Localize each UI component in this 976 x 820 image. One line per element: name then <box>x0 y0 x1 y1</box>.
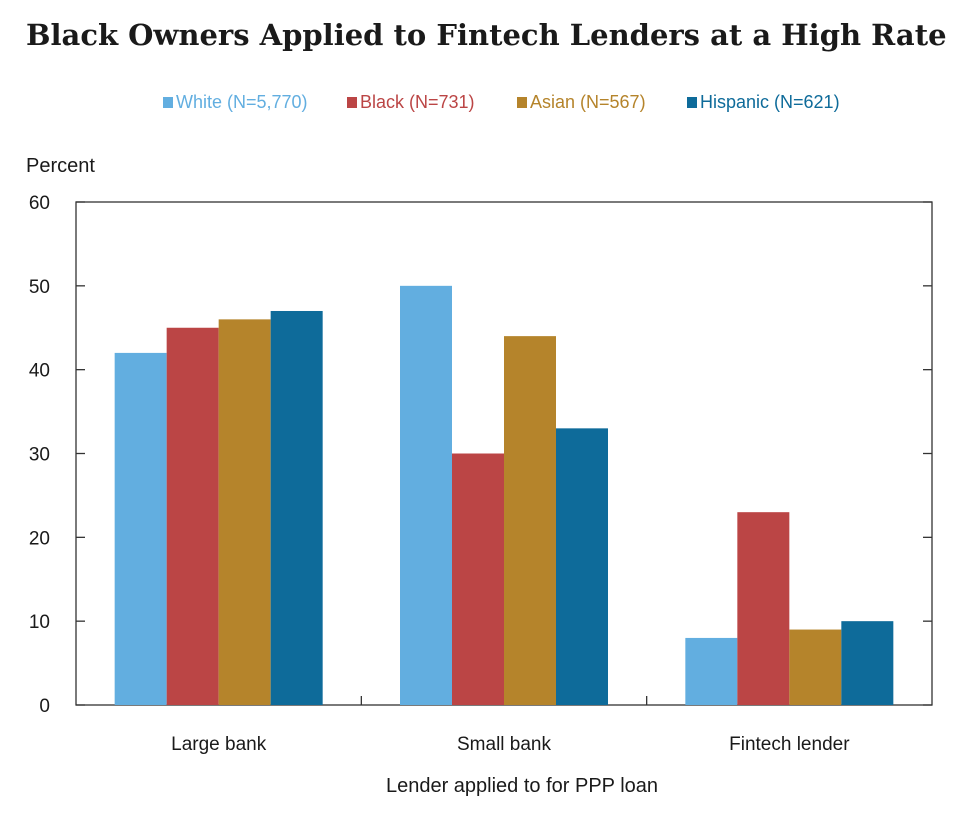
y-tick-label: 20 <box>29 528 50 549</box>
legend: White (N=5,770) Black (N=731) Asian (N=567… <box>163 92 840 112</box>
y-tick-label: 10 <box>29 612 50 633</box>
bars <box>114 285 894 705</box>
bar <box>452 453 504 705</box>
y-tick-label: 30 <box>29 445 50 466</box>
bar <box>114 352 167 705</box>
legend-entry: Hispanic (N=621) <box>700 92 840 112</box>
bar <box>270 310 323 705</box>
bar <box>556 428 608 705</box>
y-tick-label: 50 <box>29 277 50 298</box>
chart-title: Black Owners Applied to Fintech Lenders … <box>26 18 947 52</box>
x-axis-tick-labels: Large bank Small bank Fintech lender <box>171 696 850 755</box>
legend-entry: White (N=5,770) <box>176 92 308 112</box>
legend-swatch <box>517 97 527 108</box>
legend-entry: Black (N=731) <box>360 92 475 112</box>
y-tick-label: 40 <box>29 361 50 382</box>
bar <box>218 319 271 705</box>
bar <box>841 621 894 705</box>
x-axis-label: Lender applied to for PPP loan <box>386 775 658 797</box>
legend-swatch <box>163 97 173 108</box>
x-tick-label: Large bank <box>171 734 267 755</box>
legend-swatch <box>347 97 357 108</box>
y-tick-label: 0 <box>39 696 50 717</box>
bar <box>166 327 219 705</box>
x-tick-label: Small bank <box>457 734 551 755</box>
y-axis-ticks: 0 10 20 30 40 50 60 <box>29 193 932 717</box>
y-tick-label: 60 <box>29 193 50 214</box>
bar <box>504 336 556 705</box>
x-tick-label: Fintech lender <box>729 734 850 755</box>
bar <box>737 512 790 705</box>
legend-entry: Asian (N=567) <box>530 92 646 112</box>
bar <box>685 637 738 705</box>
legend-swatch <box>687 97 697 108</box>
y-axis-label: Percent <box>26 155 95 177</box>
bar <box>400 285 452 705</box>
bar <box>789 629 842 705</box>
